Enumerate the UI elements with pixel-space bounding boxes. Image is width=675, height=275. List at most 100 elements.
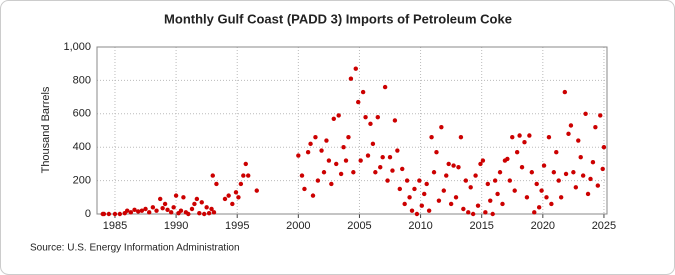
data-point [238, 181, 244, 187]
data-point [480, 158, 486, 163]
data-point [451, 163, 456, 168]
data-point [331, 116, 336, 122]
y-tick-label: 200 [73, 175, 91, 187]
data-point [338, 171, 344, 177]
data-point [485, 181, 491, 187]
data-point [128, 210, 134, 215]
data-point [390, 168, 395, 173]
source-note: Source: U.S. Energy Information Administ… [30, 243, 240, 254]
data-point [532, 210, 537, 215]
data-point [204, 205, 209, 210]
data-point [346, 134, 351, 140]
data-point [162, 201, 168, 207]
data-point [541, 163, 547, 168]
data-point [308, 141, 313, 147]
data-point [236, 195, 241, 200]
data-point [475, 203, 481, 208]
data-point [600, 166, 605, 172]
data-point [495, 191, 500, 197]
x-tick-label: 2025 [592, 220, 616, 232]
data-point [463, 178, 469, 183]
data-point [580, 173, 586, 178]
data-point [378, 165, 383, 170]
data-point [132, 207, 137, 213]
data-point [601, 145, 607, 150]
data-point [181, 195, 186, 200]
data-point [375, 114, 380, 120]
data-point [436, 198, 442, 203]
data-point [336, 113, 341, 118]
data-point [165, 207, 170, 213]
data-point [583, 111, 588, 117]
data-point [343, 158, 349, 163]
data-point [585, 191, 591, 197]
data-point [507, 178, 513, 183]
data-point [453, 195, 459, 200]
x-tick-label: 1990 [164, 220, 188, 232]
data-point [539, 188, 544, 193]
data-point [334, 161, 339, 167]
data-point [157, 196, 163, 202]
data-point [522, 139, 527, 145]
data-point [456, 165, 461, 170]
data-point [527, 133, 532, 138]
y-tick-label: 0 [85, 208, 91, 220]
chart-title: Monthly Gulf Coast (PADD 3) Imports of P… [164, 11, 512, 26]
data-point [534, 181, 539, 187]
data-point [544, 195, 549, 200]
data-point [402, 201, 407, 207]
data-point [368, 121, 373, 127]
data-point [446, 161, 451, 167]
data-point [568, 123, 574, 128]
data-point [365, 153, 371, 158]
data-point [424, 181, 429, 187]
data-point [310, 193, 316, 198]
data-point [414, 211, 420, 217]
y-tick-label: 400 [73, 141, 91, 153]
data-point [348, 76, 354, 81]
data-point [573, 185, 579, 190]
data-point [470, 211, 476, 217]
data-point [536, 205, 542, 210]
data-point [387, 155, 393, 160]
data-point [417, 178, 422, 183]
data-point [529, 170, 535, 175]
plot-frame [96, 46, 608, 215]
data-point [154, 208, 159, 213]
data-point [395, 148, 400, 153]
data-point [598, 113, 603, 118]
data-point [500, 201, 505, 207]
data-point [439, 124, 444, 130]
data-point [194, 196, 200, 202]
data-point [321, 170, 327, 175]
data-point [135, 209, 141, 214]
data-point [319, 148, 324, 153]
data-point [206, 210, 212, 216]
data-point [431, 170, 437, 175]
data-point [230, 201, 235, 207]
data-point [363, 114, 368, 120]
data-point [549, 201, 554, 207]
data-point [199, 200, 204, 205]
data-point [422, 191, 427, 197]
data-point [169, 210, 174, 215]
data-point [461, 206, 466, 212]
data-point [517, 133, 522, 138]
data-point [483, 210, 488, 215]
data-point [524, 195, 530, 200]
data-point [150, 205, 156, 210]
data-point [590, 160, 596, 165]
data-point [404, 178, 410, 183]
data-point [315, 178, 321, 183]
data-point [186, 211, 191, 217]
data-point [571, 170, 576, 175]
y-tick-label: 800 [73, 74, 91, 86]
data-point [173, 193, 179, 198]
data-point [197, 210, 202, 216]
x-tick-label: 2000 [286, 220, 310, 232]
data-point [595, 183, 601, 188]
data-point [233, 190, 239, 195]
x-tick-label: 1985 [103, 220, 127, 232]
data-point [593, 124, 598, 130]
data-point [556, 178, 561, 183]
